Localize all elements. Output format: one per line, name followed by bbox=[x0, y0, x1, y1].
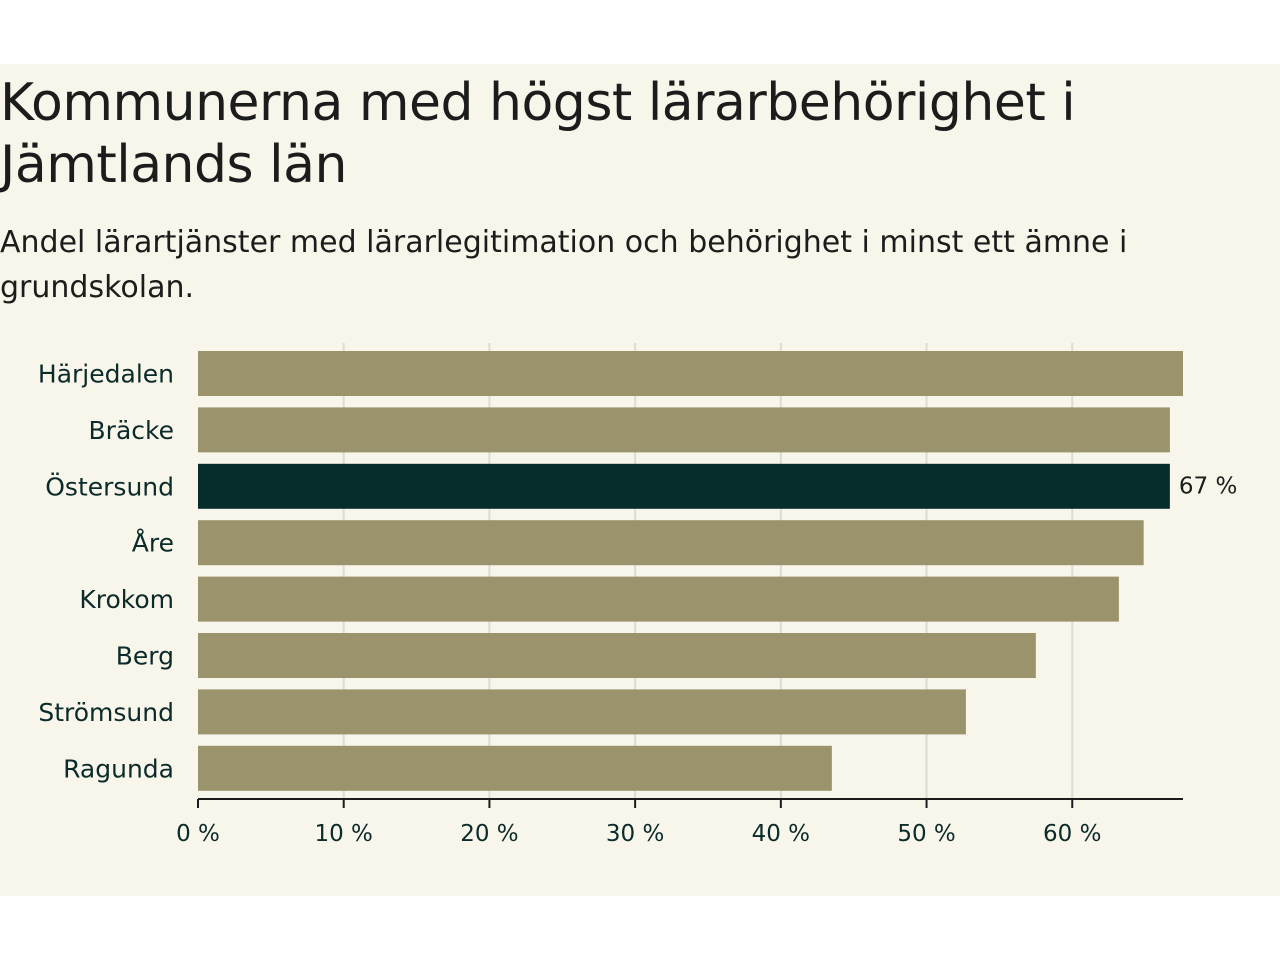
value-label: 67 % bbox=[1179, 473, 1237, 499]
x-tick-label: 10 % bbox=[314, 821, 372, 847]
x-tick-label: 0 % bbox=[176, 821, 220, 847]
chart-subtitle: Andel lärartjänster med lärarlegitimatio… bbox=[0, 225, 1128, 305]
bar bbox=[198, 463, 1170, 509]
bar bbox=[198, 351, 1183, 396]
category-label: Härjedalen bbox=[38, 360, 174, 389]
category-label: Krokom bbox=[79, 585, 174, 614]
bar bbox=[198, 576, 1119, 622]
bar bbox=[198, 520, 1144, 566]
category-label: Åre bbox=[132, 529, 174, 558]
category-label: Bräcke bbox=[89, 416, 174, 445]
category-labels: Härjedalen Bräcke Östersund Åre Krokom Berg St… bbox=[38, 360, 174, 784]
x-tick-label: 40 % bbox=[752, 821, 810, 847]
bar bbox=[198, 745, 832, 791]
x-tick-label: 20 % bbox=[460, 821, 518, 847]
bar bbox=[198, 689, 966, 735]
bars: 67 % bbox=[198, 351, 1237, 791]
x-tick-label: 30 % bbox=[606, 821, 664, 847]
chart-title: Kommunerna med högst lärarbehörighet i J… bbox=[0, 73, 1076, 195]
x-tick-label: 60 % bbox=[1043, 821, 1101, 847]
x-axis: 0 % 10 % 20 % 30 % 40 % 50 % 60 % bbox=[176, 798, 1183, 847]
bar bbox=[198, 633, 1036, 678]
category-label: Berg bbox=[116, 642, 174, 671]
bar bbox=[198, 407, 1170, 453]
category-label: Östersund bbox=[45, 472, 174, 501]
x-tick-label: 50 % bbox=[897, 821, 955, 847]
category-label: Strömsund bbox=[38, 698, 174, 727]
category-label: Ragunda bbox=[63, 754, 174, 783]
